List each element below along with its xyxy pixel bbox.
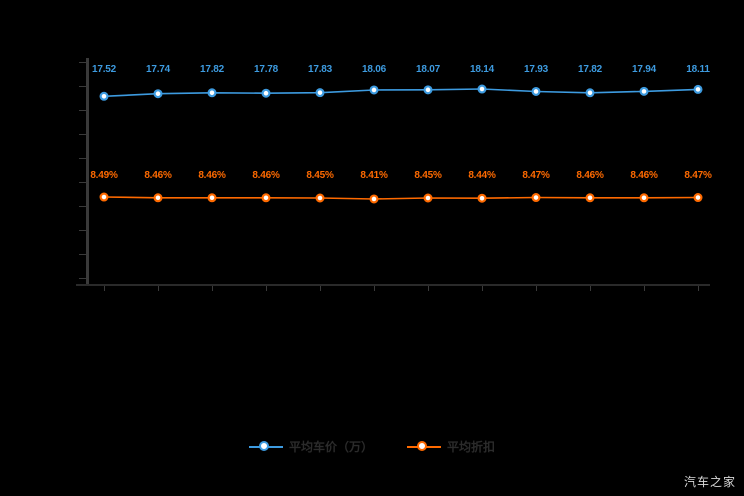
data-label: 8.46% <box>576 170 604 181</box>
data-label: 17.82 <box>577 64 603 75</box>
data-label: 8.41% <box>360 170 388 181</box>
y-tick <box>79 254 86 255</box>
legend-item-blue[interactable]: 平均车价（万） <box>248 438 373 455</box>
data-point <box>477 193 487 203</box>
data-point <box>261 88 271 98</box>
data-label: 17.82 <box>199 64 225 75</box>
legend-item-orange[interactable]: 平均折扣 <box>407 438 495 455</box>
data-label: 18.14 <box>469 64 495 75</box>
data-point <box>153 193 163 203</box>
x-tick <box>104 286 105 291</box>
data-label: 8.45% <box>414 170 442 181</box>
data-label: 8.44% <box>468 170 496 181</box>
x-tick <box>158 286 159 291</box>
data-point <box>585 193 595 203</box>
data-label: 8.46% <box>252 170 280 181</box>
data-point <box>585 88 595 98</box>
x-tick <box>428 286 429 291</box>
y-tick <box>79 182 86 183</box>
data-label: 8.47% <box>522 170 550 181</box>
series-points-orange <box>99 192 703 204</box>
data-label: 18.11 <box>686 64 710 75</box>
x-tick <box>698 286 699 291</box>
legend-label: 平均车价（万） <box>288 440 373 454</box>
y-tick <box>79 86 86 87</box>
data-label: 8.49% <box>90 170 118 181</box>
y-tick <box>79 278 86 279</box>
data-label: 17.52 <box>91 64 117 75</box>
data-label: 8.46% <box>144 170 172 181</box>
legend-marker-icon <box>248 440 283 454</box>
data-label: 18.07 <box>415 64 441 75</box>
x-tick <box>536 286 537 291</box>
data-label: 8.46% <box>630 170 658 181</box>
y-tick <box>79 110 86 111</box>
data-point <box>477 84 487 94</box>
x-tick <box>644 286 645 291</box>
data-label: 18.06 <box>361 64 387 75</box>
data-point <box>153 89 163 99</box>
watermark: 汽车之家 <box>683 475 736 489</box>
data-label: 8.45% <box>306 170 334 181</box>
data-point <box>423 193 433 203</box>
data-point <box>99 192 109 202</box>
data-label: 8.46% <box>198 170 226 181</box>
y-tick <box>79 230 86 231</box>
data-point <box>693 84 703 94</box>
data-point <box>531 193 541 203</box>
series-line-orange <box>103 196 699 200</box>
x-tick <box>590 286 591 291</box>
data-label: 17.93 <box>523 64 549 75</box>
y-axis <box>86 58 89 284</box>
data-point <box>207 193 217 203</box>
data-label: 17.83 <box>307 64 333 75</box>
y-tick <box>79 134 86 135</box>
data-point <box>315 88 325 98</box>
series-points-blue <box>99 84 703 101</box>
legend-label: 平均折扣 <box>447 440 496 454</box>
x-tick <box>320 286 321 291</box>
x-tick <box>374 286 375 291</box>
x-axis <box>76 284 710 286</box>
data-label: 8.47% <box>684 170 712 181</box>
data-point <box>261 193 271 203</box>
data-point <box>693 193 703 203</box>
data-label: 17.94 <box>631 64 657 75</box>
y-tick <box>79 206 86 207</box>
legend-marker-icon <box>407 440 441 454</box>
data-label: 17.78 <box>253 64 279 75</box>
data-point <box>369 194 379 204</box>
x-tick <box>482 286 483 291</box>
data-point <box>639 86 649 96</box>
data-point <box>423 85 433 95</box>
data-point <box>315 193 325 203</box>
y-tick <box>79 158 86 159</box>
chart-legend: 平均车价（万） 平均折扣 <box>0 438 744 455</box>
data-label: 17.74 <box>145 64 171 75</box>
data-point <box>639 193 649 203</box>
data-point <box>99 91 109 101</box>
y-tick <box>79 62 86 63</box>
data-point <box>207 88 217 98</box>
x-tick <box>212 286 213 291</box>
data-point <box>369 85 379 95</box>
data-point <box>531 86 541 96</box>
series-line-blue <box>103 88 699 98</box>
x-tick <box>266 286 267 291</box>
